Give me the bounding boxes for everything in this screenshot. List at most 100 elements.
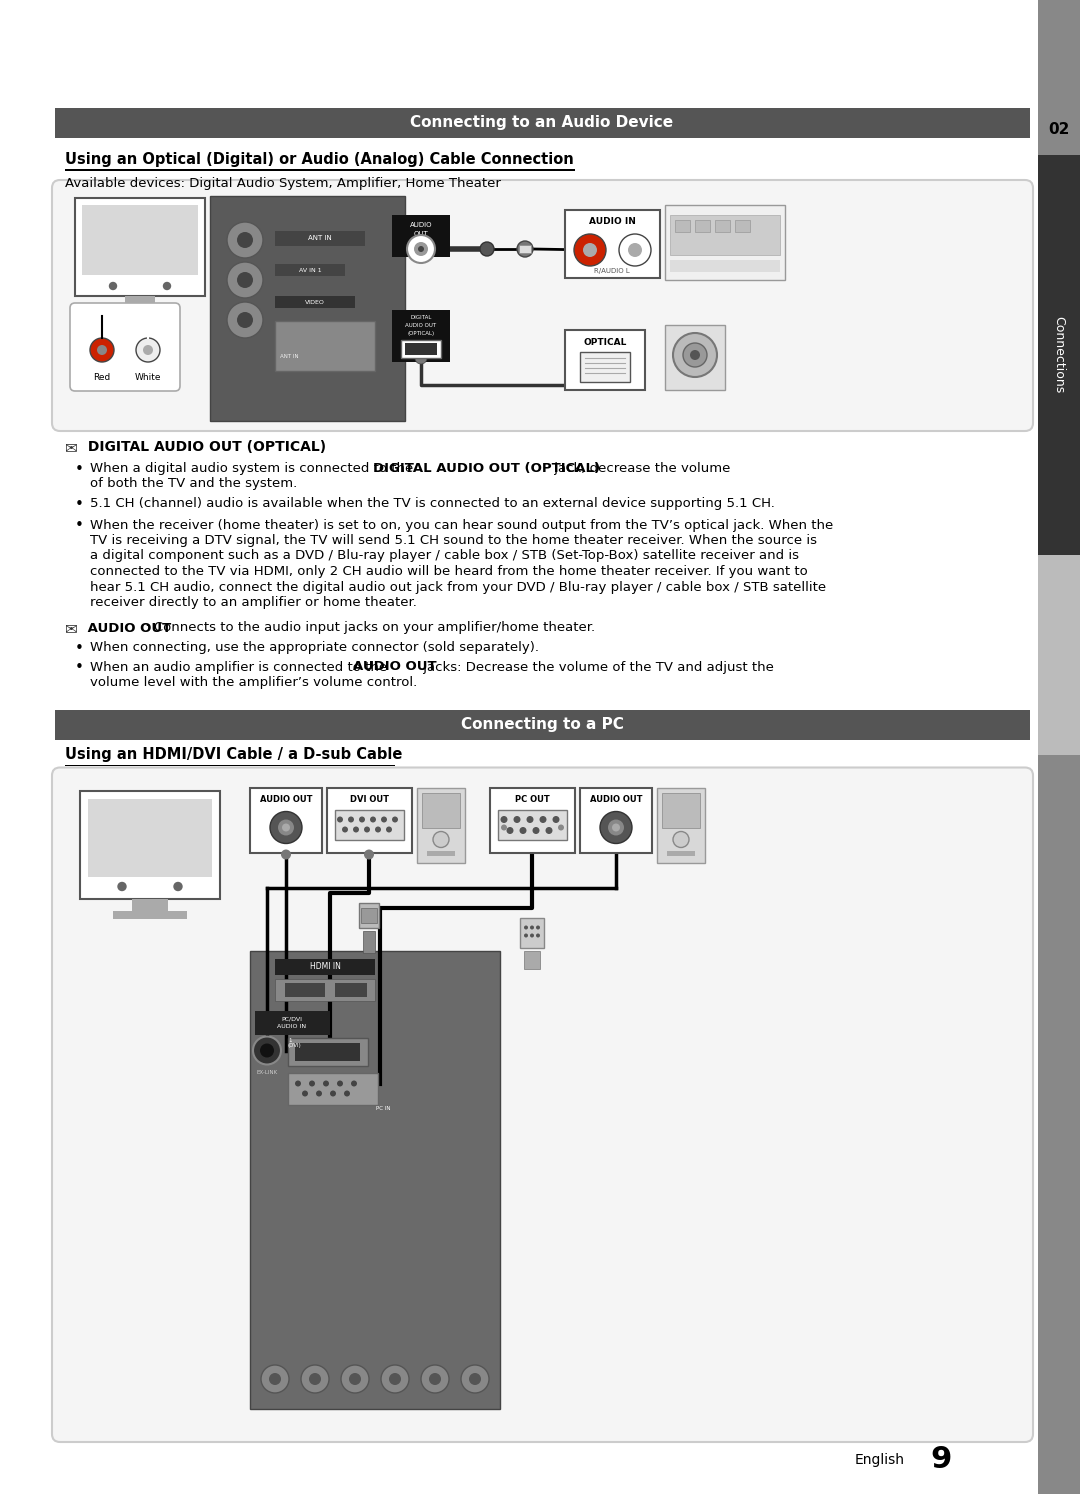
Circle shape (364, 826, 370, 832)
Bar (1038, 554, 1080, 754)
Circle shape (364, 850, 374, 859)
Text: jacks: Decrease the volume of the TV and adjust the: jacks: Decrease the volume of the TV and… (419, 660, 774, 674)
Bar (665, 205, 785, 279)
Bar (667, 850, 696, 856)
Bar (392, 215, 450, 257)
Text: R/AUDIO L: R/AUDIO L (594, 267, 630, 273)
Text: DIGITAL: DIGITAL (410, 315, 432, 320)
Circle shape (143, 345, 153, 356)
Bar (285, 983, 325, 996)
Text: Red: Red (93, 374, 110, 382)
Text: AUDIO IN: AUDIO IN (589, 217, 635, 226)
Text: AUDIO: AUDIO (409, 223, 432, 229)
Text: hear 5.1 CH audio, connect the digital audio out jack from your DVD / Blu-ray pl: hear 5.1 CH audio, connect the digital a… (90, 581, 826, 593)
Circle shape (507, 828, 513, 834)
Text: 5.1 CH (channel) audio is available when the TV is connected to an external devi: 5.1 CH (channel) audio is available when… (90, 498, 774, 509)
Text: PC/DVI: PC/DVI (282, 1016, 302, 1022)
Circle shape (583, 244, 597, 257)
Bar (696, 220, 710, 232)
Bar (580, 787, 652, 853)
Text: •: • (75, 462, 84, 477)
Circle shape (386, 826, 392, 832)
Text: 1: 1 (288, 1037, 292, 1043)
Text: DIGITAL AUDIO OUT (OPTICAL): DIGITAL AUDIO OUT (OPTICAL) (373, 462, 600, 475)
Circle shape (370, 817, 376, 823)
Text: EX-LINK: EX-LINK (256, 1071, 278, 1076)
Circle shape (519, 828, 527, 834)
Circle shape (309, 1080, 315, 1086)
Circle shape (527, 816, 534, 823)
Text: DIGITAL AUDIO OUT (OPTICAL): DIGITAL AUDIO OUT (OPTICAL) (83, 441, 326, 454)
Bar (65, 169, 575, 170)
Text: jack, decrease the volume: jack, decrease the volume (550, 462, 730, 475)
Bar (87, 798, 212, 877)
Text: AUDIO OUT: AUDIO OUT (405, 323, 436, 329)
Circle shape (237, 312, 253, 329)
Circle shape (345, 1091, 350, 1097)
Circle shape (353, 826, 359, 832)
Text: When an audio amplifier is connected to the: When an audio amplifier is connected to … (90, 660, 391, 674)
Circle shape (683, 344, 707, 368)
Circle shape (600, 811, 632, 844)
Circle shape (270, 811, 302, 844)
Bar (405, 344, 437, 356)
FancyBboxPatch shape (52, 179, 1032, 430)
Text: Connections: Connections (1053, 317, 1066, 393)
Text: Connecting to a PC: Connecting to a PC (460, 717, 623, 732)
Circle shape (530, 925, 534, 929)
Bar (255, 1010, 330, 1034)
Text: AUDIO OUT: AUDIO OUT (83, 622, 172, 635)
Circle shape (309, 1373, 321, 1385)
Circle shape (599, 362, 611, 374)
Text: OUT: OUT (414, 232, 429, 238)
Text: PC IN: PC IN (376, 1106, 390, 1110)
Circle shape (302, 1091, 308, 1097)
Circle shape (530, 934, 534, 938)
Bar (275, 959, 375, 974)
Bar (417, 787, 465, 862)
FancyBboxPatch shape (52, 768, 1032, 1442)
Circle shape (421, 1366, 449, 1392)
Bar (275, 296, 355, 308)
Text: HDMI IN: HDMI IN (310, 962, 340, 971)
Text: ✉: ✉ (65, 622, 78, 636)
Bar (422, 792, 460, 828)
Circle shape (627, 244, 642, 257)
Circle shape (429, 1373, 441, 1385)
Circle shape (337, 1080, 343, 1086)
Circle shape (415, 353, 427, 365)
Circle shape (316, 1091, 322, 1097)
Text: of both the TV and the system.: of both the TV and the system. (90, 478, 297, 490)
Text: (DVI): (DVI) (288, 1043, 301, 1049)
Bar (670, 260, 780, 272)
Bar (132, 898, 168, 910)
Circle shape (282, 823, 291, 832)
Circle shape (536, 925, 540, 929)
Circle shape (381, 1366, 409, 1392)
Circle shape (389, 1373, 401, 1385)
Circle shape (513, 816, 521, 823)
Bar (735, 220, 750, 232)
Bar (519, 245, 531, 252)
Text: ANT IN: ANT IN (308, 235, 332, 241)
Circle shape (673, 333, 717, 376)
Bar (675, 220, 690, 232)
Circle shape (278, 820, 294, 835)
Bar (498, 810, 567, 840)
Circle shape (136, 338, 160, 362)
Text: White: White (135, 374, 161, 382)
Text: (OPTICAL): (OPTICAL) (407, 332, 434, 336)
Text: Connecting to an Audio Device: Connecting to an Audio Device (410, 115, 674, 130)
Circle shape (342, 826, 348, 832)
Circle shape (260, 1043, 274, 1058)
Circle shape (337, 817, 343, 823)
Bar (113, 910, 187, 919)
Circle shape (253, 1037, 281, 1065)
Circle shape (174, 883, 183, 890)
Text: VIDEO: VIDEO (305, 299, 325, 305)
Text: AUDIO OUT: AUDIO OUT (590, 795, 643, 804)
Bar (275, 979, 375, 1001)
Bar (55, 108, 1030, 137)
Circle shape (540, 816, 546, 823)
Circle shape (469, 1373, 481, 1385)
